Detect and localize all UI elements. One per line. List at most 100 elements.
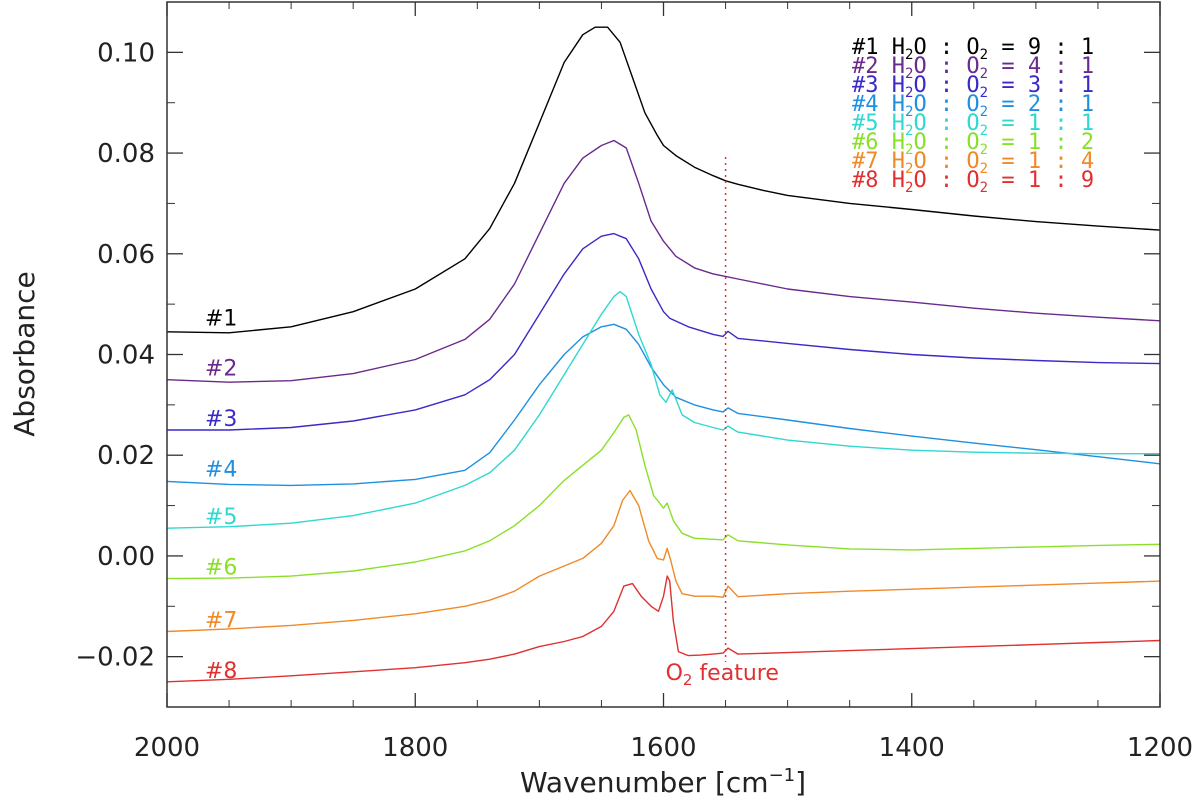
legend-part: 2 [980,180,988,196]
legend-part: O [913,35,926,60]
o2-annotation-sub: 2 [683,671,693,689]
legend-part: 2 [980,47,988,63]
legend-part: = 1 : 2 [988,130,1094,155]
legend-part: H [879,130,906,155]
o2-feature-annotation: O2 feature [666,661,779,689]
legend-entry-5: #5 H2O : O2 = 1 : 1 [852,111,1094,139]
legend-part: 2 [905,123,913,139]
series-line-2 [167,139,1160,383]
x-tick-label: 1400 [879,733,945,763]
legend-part: H [879,73,906,98]
legend-part: 2 [980,66,988,82]
series-label-3: #3 [205,407,237,432]
series-line-6 [167,414,1160,580]
x-tick-label: 2000 [134,733,200,763]
series-labels: #1 #2 #3 #4 #5 #6 #7 #8 [205,306,237,683]
o2-annotation-O: O [666,661,683,686]
legend-part: 2 [980,161,988,177]
legend-part: : O [927,35,980,60]
tick-labels: 2000 1800 1600 1400 1200 −0.02 0.00 0.02 0.04 0.0… [75,38,1193,763]
series-line-3 [167,232,1160,431]
legend-part: 2 [905,180,913,196]
legend-part: = 4 : 1 [988,54,1094,79]
x-tick-label: 1600 [630,733,696,763]
legend-part: 2 [905,161,913,177]
legend-part: #4 [852,92,879,117]
legend-part: O [913,54,926,79]
legend-entry-4: #4 H2O : O2 = 2 : 1 [852,92,1094,120]
legend-part: 2 [980,142,988,158]
legend-entry-1: #1 H2O : O2 = 9 : 1 [852,35,1094,63]
legend-part: #1 [852,35,879,60]
o2-annotation-suffix: feature [692,661,778,686]
legend-part: : O [927,130,980,155]
plot-frame [166,1,1161,708]
x-tick-label: 1200 [1127,733,1193,763]
legend-entry-2: #2 H2O : O2 = 4 : 1 [852,54,1094,82]
y-tick-label: −0.02 [75,643,155,673]
legend-part: : O [927,92,980,117]
legend-part: 2 [905,142,913,158]
legend-part: #3 [852,73,879,98]
legend-part: #7 [852,149,879,174]
series-label-8: #8 [205,659,237,684]
legend-part: : O [927,168,980,193]
legend: #1 H2O : O2 = 9 : 1#2 H2O : O2 = 4 : 1#3… [852,35,1094,196]
legend-part: H [879,35,906,60]
legend-part: O [913,149,926,174]
x-axis-title: Wavenumber [cm−1] [520,765,806,799]
legend-part: = 1 : 9 [988,168,1094,193]
legend-part: 2 [980,104,988,120]
legend-part: O [913,168,926,193]
y-tick-label: 0.04 [97,341,155,371]
legend-part: #2 [852,54,879,79]
legend-entry-8: #8 H2O : O2 = 1 : 9 [852,168,1094,196]
series-line-7 [167,489,1160,633]
series-label-7: #7 [205,608,237,633]
legend-part: : O [927,149,980,174]
legend-part: O [913,73,926,98]
legend-part: = 1 : 1 [988,111,1094,136]
x-axis-title-sup: −1 [769,765,796,786]
y-tick-label: 0.06 [97,240,155,270]
tick-marks [166,1,1161,708]
legend-part: = 3 : 1 [988,73,1094,98]
legend-part: H [879,168,906,193]
legend-part: : O [927,73,980,98]
legend-entry-7: #7 H2O : O2 = 1 : 4 [852,149,1094,177]
legend-part: 2 [905,85,913,101]
legend-part: = 2 : 1 [988,92,1094,117]
series-label-4: #4 [205,457,237,482]
y-axis-title: Absorbance [8,271,41,436]
legend-part: 2 [905,66,913,82]
y-tick-label: 0.10 [97,38,155,68]
legend-part: O [913,130,926,155]
legend-part: 2 [905,47,913,63]
legend-entry-6: #6 H2O : O2 = 1 : 2 [852,130,1094,158]
y-tick-label: 0.02 [97,441,155,471]
series-line-1 [167,26,1160,334]
y-tick-label: 0.00 [97,542,155,572]
legend-part: : O [927,54,980,79]
series-group [167,26,1160,683]
legend-part: O [913,92,926,117]
legend-part: = 1 : 4 [988,149,1094,174]
legend-part: : O [927,111,980,136]
legend-part: H [879,54,906,79]
series-label-6: #6 [205,556,237,581]
legend-part: 2 [905,104,913,120]
x-axis-title-close: ] [795,766,806,799]
y-tick-label: 0.08 [97,139,155,169]
legend-part: #6 [852,130,879,155]
legend-part: 2 [980,85,988,101]
legend-part: H [879,149,906,174]
series-line-4 [167,323,1160,487]
legend-part: = 9 : 1 [988,35,1094,60]
x-tick-label: 1800 [382,733,448,763]
legend-part: H [879,92,906,117]
series-label-1: #1 [205,306,237,331]
legend-part: #8 [852,168,879,193]
legend-part: O [913,111,926,136]
legend-part: 2 [980,123,988,139]
